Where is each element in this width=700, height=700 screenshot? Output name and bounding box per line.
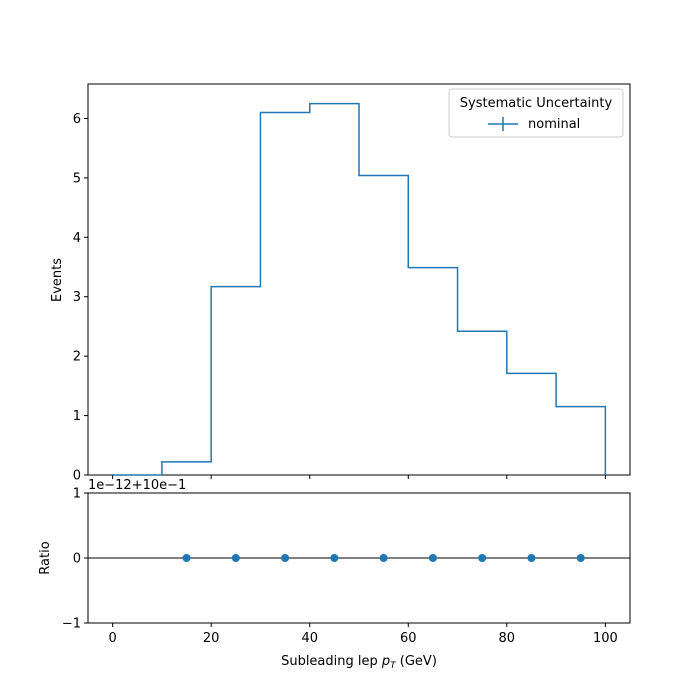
x-axis-label-suffix: (GeV) — [396, 654, 437, 669]
main-y-axis-label: Events — [50, 258, 65, 302]
ratio-point — [330, 554, 339, 562]
ratio-y-ticks: −1 0 1 — [62, 487, 88, 632]
ratio-point — [527, 554, 536, 562]
ratio-y-tick-label: 1 — [73, 487, 81, 502]
ratio-point — [379, 554, 388, 562]
ratio-x-tick-label: 100 — [593, 631, 618, 646]
ratio-point — [182, 554, 191, 562]
ratio-offset-text: 1e−12+10e−1 — [88, 478, 186, 493]
main-y-tick-label: 3 — [73, 290, 81, 305]
x-axis-label: Subleading lep pT (GeV) — [281, 654, 437, 671]
ratio-y-tick-label: 0 — [73, 552, 81, 567]
histogram-step-nominal — [112, 102, 607, 476]
ratio-point — [281, 554, 290, 562]
ratio-point — [478, 554, 487, 562]
ratio-point — [231, 554, 240, 562]
ratio-x-tick-label: 0 — [108, 631, 116, 646]
main-y-ticks: 0 1 2 3 4 5 6 — [73, 112, 88, 484]
main-series — [112, 102, 607, 476]
ratio-x-tick-label: 80 — [499, 631, 516, 646]
main-x-ticks — [112, 475, 606, 479]
ratio-panel: 0 20 40 60 80 100 −1 0 1 1e−12+10e−1 Ratio Subl… — [38, 478, 631, 671]
ratio-x-tick-label: 40 — [301, 631, 318, 646]
main-y-tick-label: 4 — [73, 231, 81, 246]
ratio-points — [182, 554, 585, 562]
ratio-y-tick-label: −1 — [62, 617, 81, 632]
main-y-tick-label: 1 — [73, 409, 81, 424]
legend-marker-nominal — [488, 117, 518, 131]
ratio-x-tick-label: 60 — [400, 631, 417, 646]
ratio-point — [428, 554, 437, 562]
legend: Systematic Uncertainty nominal — [448, 88, 624, 138]
x-axis-label-symbol: p — [381, 654, 390, 669]
x-axis-label-subscript: T — [390, 661, 397, 671]
main-y-tick-label: 6 — [73, 112, 81, 127]
main-y-tick-label: 2 — [73, 350, 81, 365]
x-axis-label-prefix: Subleading lep — [281, 654, 382, 669]
ratio-x-tick-label: 20 — [203, 631, 220, 646]
legend-entry-nominal: nominal — [528, 117, 580, 132]
main-panel: 0 1 2 3 4 5 6 Events Systematic Uncertainty no… — [50, 83, 631, 484]
ratio-x-ticks: 0 20 40 60 80 100 — [108, 623, 618, 646]
ratio-point — [576, 554, 585, 562]
legend-frame — [448, 88, 624, 138]
main-y-tick-label: 0 — [73, 469, 81, 484]
ratio-y-axis-label: Ratio — [38, 541, 53, 574]
legend-title: Systematic Uncertainty — [460, 96, 613, 111]
main-y-tick-label: 5 — [73, 171, 81, 186]
